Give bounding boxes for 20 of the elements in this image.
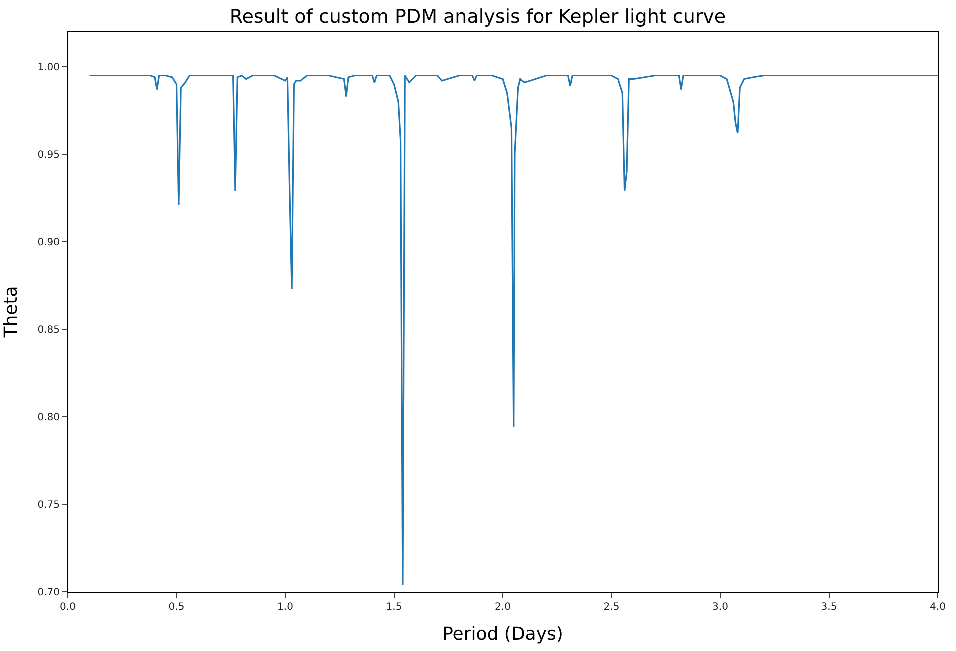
y-tick-label: 0.90 — [38, 238, 60, 248]
y-axis-title: Theta — [0, 286, 22, 339]
y-tick-label: 1.00 — [38, 62, 60, 74]
x-tick-label: 2.5 — [604, 602, 620, 613]
y-tick-label: 0.70 — [38, 588, 60, 598]
x-tick-label: 3.5 — [821, 602, 838, 613]
x-tick-label: 2.0 — [495, 602, 511, 613]
y-tick-label: 0.85 — [38, 325, 60, 336]
x-tick-label: 1.5 — [386, 602, 402, 613]
y-tick-label: 0.75 — [38, 500, 60, 511]
y-tick-label: 0.80 — [38, 412, 60, 424]
x-axis-title: Period (Days) — [442, 624, 564, 646]
x-tick-label: 4.0 — [930, 602, 946, 613]
line-series — [88, 74, 938, 586]
x-tick-label: 0.0 — [60, 602, 76, 613]
x-tick-label: 0.5 — [168, 602, 185, 613]
chart-title: Result of custom PDM analysis for Kepler light curve — [230, 6, 726, 28]
y-tick-label: 0.95 — [38, 150, 60, 161]
x-tick-label: 1.0 — [278, 602, 294, 613]
x-tick-label: 3.0 — [712, 602, 728, 613]
